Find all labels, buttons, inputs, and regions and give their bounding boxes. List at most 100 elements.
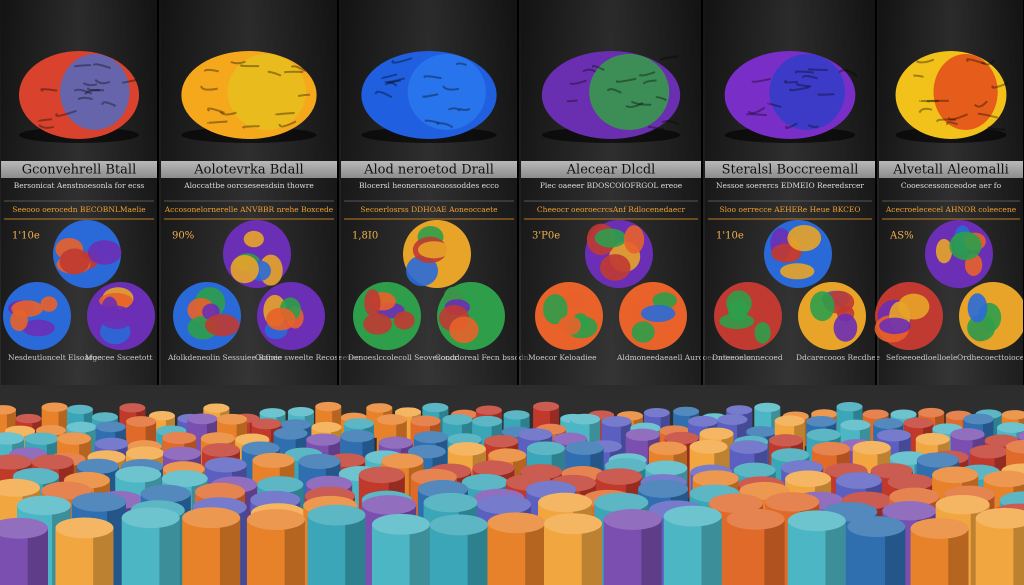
cylinder-top-light [217, 413, 248, 425]
cylinder [55, 517, 114, 585]
cylinder-top-light [488, 448, 527, 463]
cylinder-top-light [15, 413, 42, 424]
cylinder-top [378, 436, 413, 449]
cylinder-top [487, 512, 546, 534]
blob-patch [726, 290, 752, 317]
cylinder-shade [27, 528, 48, 585]
brain-fold [200, 85, 218, 91]
cylinder-top [603, 509, 662, 530]
cylinder-top [76, 458, 119, 474]
cylinder-top [689, 439, 728, 454]
cylinder [975, 507, 1024, 585]
cylinder-top [162, 446, 201, 461]
cylinder-top-light [475, 405, 502, 415]
cylinder-top-light [376, 414, 407, 425]
cylinder-top [544, 513, 603, 535]
brain-fold [274, 111, 295, 116]
panel-subtitle: Nessoe soerercs EDMEIO Reeredsrcer [716, 181, 864, 190]
cylinder-top [596, 468, 643, 485]
cylinder-top-light [362, 495, 417, 515]
cylinder-top [673, 406, 700, 417]
cylinder-top-light [601, 416, 632, 427]
cylinder-top-light [366, 403, 393, 413]
cylinder-top-light [538, 492, 593, 513]
cylinder-top [204, 457, 247, 473]
cylinder-top-light [836, 401, 863, 412]
panel-note: Secoerlosrss DDHOAE Aoneoccaete [360, 205, 498, 214]
panel-note: Cheeocr oeoroecrcsAnf Rdlocenedaecr [537, 205, 686, 214]
cylinder-top [889, 487, 940, 506]
brain-fold [230, 60, 246, 65]
brain-fold [648, 125, 665, 131]
cylinder-top [246, 509, 305, 530]
brain-fold [807, 68, 828, 72]
cylinder-top [126, 416, 157, 427]
brain-fold [987, 126, 1006, 131]
cylinder-top-light [997, 422, 1024, 433]
cylinder-top [217, 413, 248, 425]
panel-title: Aolotevrka Bdall [193, 163, 303, 178]
cylinder-top-light [950, 428, 985, 441]
cylinder-top [91, 412, 118, 422]
cylinder-top-light [638, 479, 689, 498]
cylinder-top-light [932, 466, 979, 484]
brain-fold [592, 64, 605, 71]
brain-fold [458, 107, 471, 111]
cylinder-top-light [126, 416, 157, 427]
brain-fold [946, 121, 958, 126]
cylinder-top-light [969, 444, 1008, 459]
cylinder-top [203, 403, 230, 413]
cylinder-top-light [754, 402, 781, 413]
cylinder-top-light [673, 406, 700, 417]
cylinder-top-light [963, 413, 994, 425]
cylinder-body [975, 518, 1024, 585]
cylinder-top-light [195, 482, 246, 501]
cylinder-top [916, 452, 959, 468]
cylinder-top [765, 492, 820, 512]
cylinder-top-light [126, 446, 165, 461]
brain-fold [384, 77, 405, 83]
cylinder [0, 517, 48, 585]
cylinder-top [594, 492, 649, 513]
cylinder-top-light [862, 409, 889, 419]
blob-patch [879, 317, 911, 335]
cylinder-top [182, 507, 241, 529]
cylinder-top-light [311, 421, 342, 433]
cylinder-shade [948, 528, 969, 585]
cylinder-body [246, 519, 305, 585]
cylinder-top [442, 414, 473, 425]
cylinder-top [835, 472, 882, 489]
blob-patch [754, 322, 771, 344]
cylinder-top-light [24, 432, 59, 445]
cylinder-top [306, 433, 341, 446]
brain-fold [659, 55, 679, 61]
cylinder-top [94, 437, 129, 450]
caption: Ocfnee sweelte Recoseevee [255, 353, 361, 362]
brain-fold [203, 68, 219, 73]
blob-patch [558, 315, 582, 336]
cylinder-shade [743, 409, 753, 440]
cylinder-top-light [394, 407, 421, 417]
cylinder-top-light [273, 427, 308, 440]
cylinder-top-light [115, 466, 162, 483]
cylinder-top-light [57, 432, 92, 445]
title-bar [879, 161, 1023, 178]
cylinder-top-light [259, 408, 286, 418]
blob-patch [935, 238, 953, 264]
cylinder-top-light [726, 405, 753, 415]
blob-patch [363, 313, 392, 335]
cylinder-top-light [422, 402, 449, 413]
cylinder-top-light [806, 415, 837, 427]
cylinder-shade [284, 519, 305, 585]
cylinder-top [273, 427, 308, 440]
cylinder-shade [885, 526, 906, 585]
cylinder-top-light [448, 442, 487, 456]
brain-lobe [933, 54, 998, 130]
cylinder-top [55, 517, 114, 539]
brain-fold [747, 106, 766, 115]
cylinder-shade [825, 520, 846, 585]
blob-patch [560, 292, 591, 310]
cylinder [121, 507, 180, 585]
cylinder-body [182, 517, 241, 585]
cylinder-top-light [200, 432, 235, 445]
